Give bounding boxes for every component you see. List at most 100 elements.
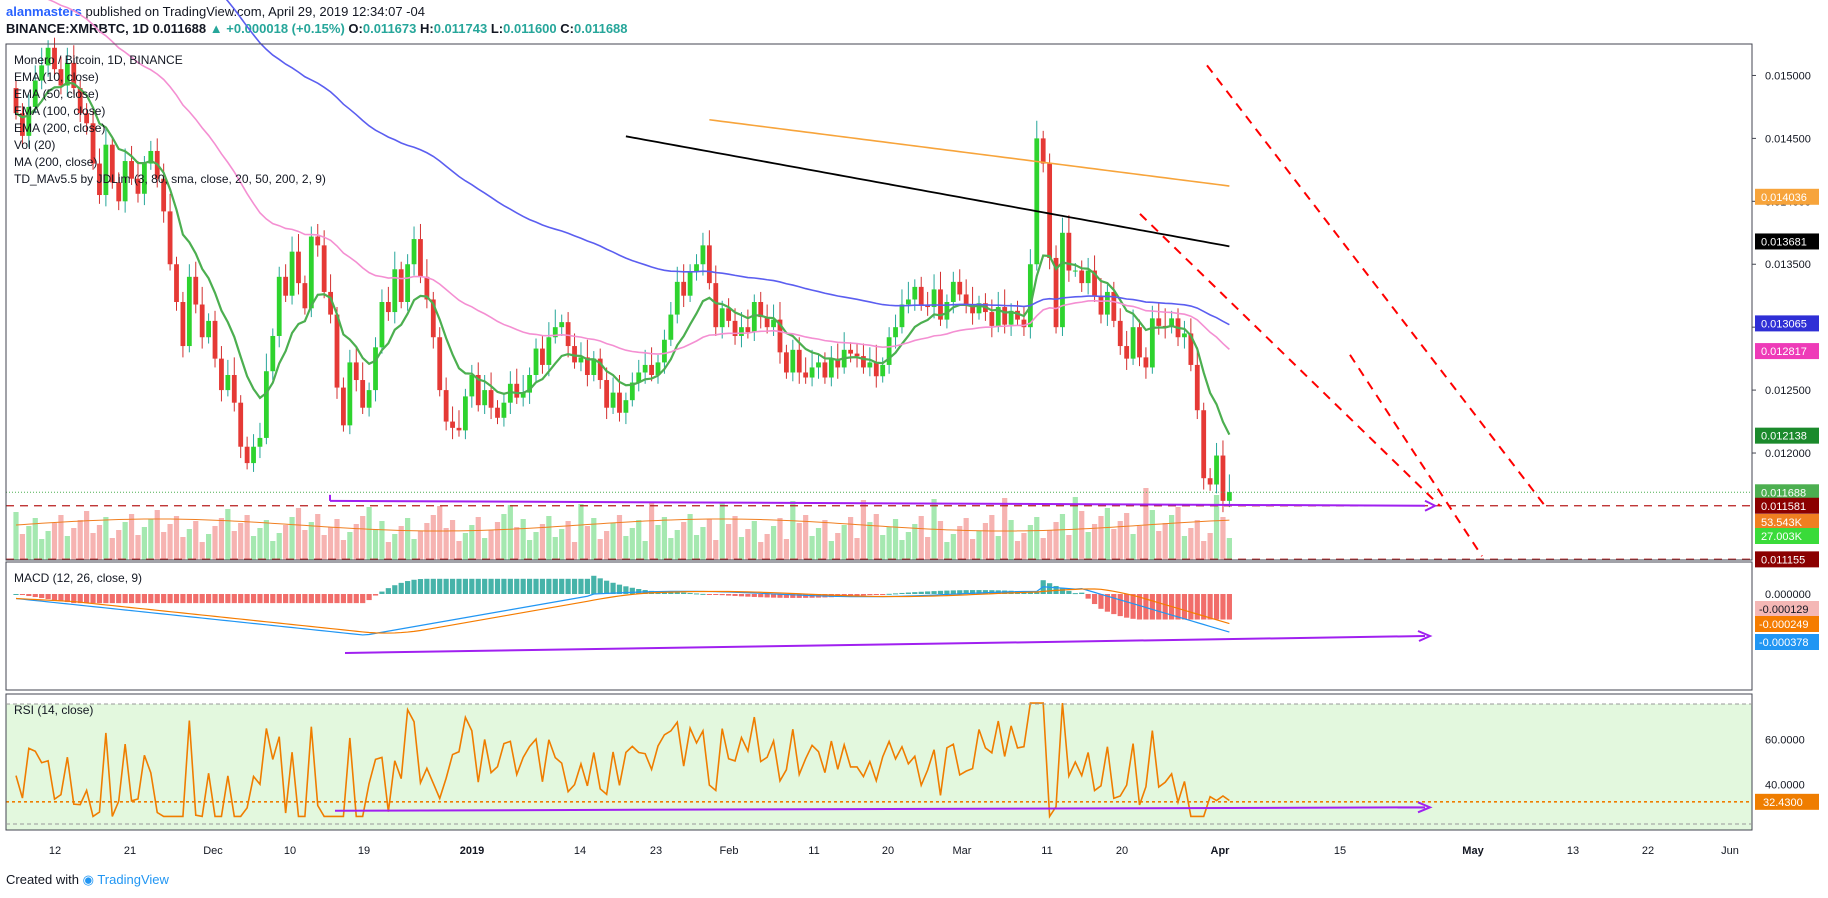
macd-hist-bar (732, 594, 738, 596)
x-tick-label: 14 (574, 845, 586, 857)
macd-hist-bar (873, 594, 879, 595)
candle (135, 178, 141, 194)
macd-hist-bar (334, 594, 340, 604)
macd-hist-bar (45, 594, 51, 600)
candle (662, 339, 667, 363)
candle (726, 308, 732, 321)
macd-hist-bar (128, 594, 135, 604)
macd-hist-bar (199, 594, 205, 604)
symbol-line: BINANCE:XMRBTC, 1D 0.011688 ▲ +0.000018 … (6, 21, 628, 36)
macd-hist-bar (482, 578, 488, 594)
candle (495, 407, 500, 418)
candle (565, 322, 571, 347)
candle (681, 281, 687, 296)
candle (334, 314, 340, 388)
macd-hist-bar (295, 594, 302, 604)
candle (950, 281, 956, 302)
volume-bar (340, 540, 347, 560)
volume-bar (302, 530, 308, 560)
volume-bar (835, 533, 841, 560)
macd-hist-bar (867, 594, 873, 596)
macd-hist-bar (892, 593, 899, 595)
rsi-arrow (334, 806, 1426, 812)
macd-hist-bar (58, 594, 64, 602)
macd-hist-bar (899, 592, 905, 594)
candle (1098, 295, 1104, 315)
candle (1079, 270, 1085, 284)
candle (1201, 410, 1207, 479)
volume-bar (186, 529, 192, 560)
volume-bar (533, 532, 539, 560)
volume-bar (1014, 541, 1021, 560)
candle (244, 446, 250, 464)
macd-hist-bar (218, 594, 225, 604)
candle (873, 362, 879, 377)
macd-hist-bar (1226, 594, 1232, 620)
chart-canvas[interactable]: 0.0150000.0145000.0140000.0135000.013000… (0, 0, 1828, 860)
volume-bar (39, 539, 45, 560)
volume-bar (751, 521, 757, 560)
volume-bar (616, 515, 623, 560)
channel-extension (1349, 354, 1483, 557)
x-tick-label: Jun (1721, 845, 1739, 857)
symbol-name: BINANCE:XMRBTC, 1D (6, 21, 149, 36)
price-label-box (1755, 188, 1819, 205)
macd-hist-bar (539, 578, 546, 594)
macd-hist-bar (77, 594, 83, 604)
macd-hist-bar (687, 593, 693, 595)
candle (931, 289, 937, 308)
candle (238, 402, 244, 447)
volume-bar (1143, 488, 1149, 560)
price-tick-label: 0.014500 (1765, 133, 1811, 145)
legend-item: EMA (200, close) (14, 121, 105, 135)
volume-bar (700, 527, 706, 560)
volume-bar (1194, 520, 1200, 560)
volume-bar (417, 531, 424, 560)
candle (655, 362, 661, 375)
macd-hist-bar (533, 578, 539, 594)
tradingview-logo[interactable]: ◉ TradingView (82, 872, 169, 887)
macd-pane-border (5, 561, 1753, 691)
x-tick-label: 11 (1041, 845, 1052, 857)
volume-bar (1207, 533, 1213, 560)
candle (129, 161, 134, 179)
macd-hist-bar (507, 578, 513, 594)
macd-hist-bar (565, 578, 571, 594)
macd-hist-bar (1213, 594, 1220, 620)
macd-hist-bar (1201, 594, 1207, 620)
rsi-tick-label: 60.0000 (1765, 734, 1805, 746)
candle (1226, 492, 1232, 501)
volume-bar (1149, 510, 1155, 560)
macd-hist-bar (1143, 594, 1149, 620)
footer-created: Created with (6, 872, 79, 887)
candle (39, 65, 45, 81)
price-tick-label: 0.013500 (1765, 259, 1811, 271)
publish-line: alanmasters published on TradingView.com… (6, 4, 425, 19)
candle (668, 314, 674, 340)
macd-hist-bar (270, 594, 276, 604)
publish-info: published on TradingView.com, April 29, … (85, 4, 425, 19)
volume-bar (809, 536, 815, 560)
volume-bar (154, 510, 160, 560)
macd-hist-bar (321, 594, 327, 604)
candle (591, 358, 597, 375)
macd-hist-bar (571, 578, 578, 594)
macd-hist-bar (180, 594, 186, 604)
macd-hist-bar (302, 594, 308, 604)
macd-hist-bar (488, 578, 494, 594)
macd-hist-bar (437, 578, 443, 594)
candle (758, 302, 764, 318)
candle (116, 182, 122, 202)
candle (58, 69, 64, 86)
author-link[interactable]: alanmasters (6, 4, 82, 19)
volume-bar (225, 509, 231, 560)
volume-bar (828, 541, 834, 560)
candle (206, 320, 211, 338)
macd-hist-bar (64, 594, 70, 603)
ema200-line (625, 135, 1230, 248)
volume-bar (815, 528, 822, 560)
candle (167, 211, 173, 265)
candle (328, 291, 333, 315)
candle (867, 362, 873, 368)
macd-hist-bar (527, 578, 533, 594)
